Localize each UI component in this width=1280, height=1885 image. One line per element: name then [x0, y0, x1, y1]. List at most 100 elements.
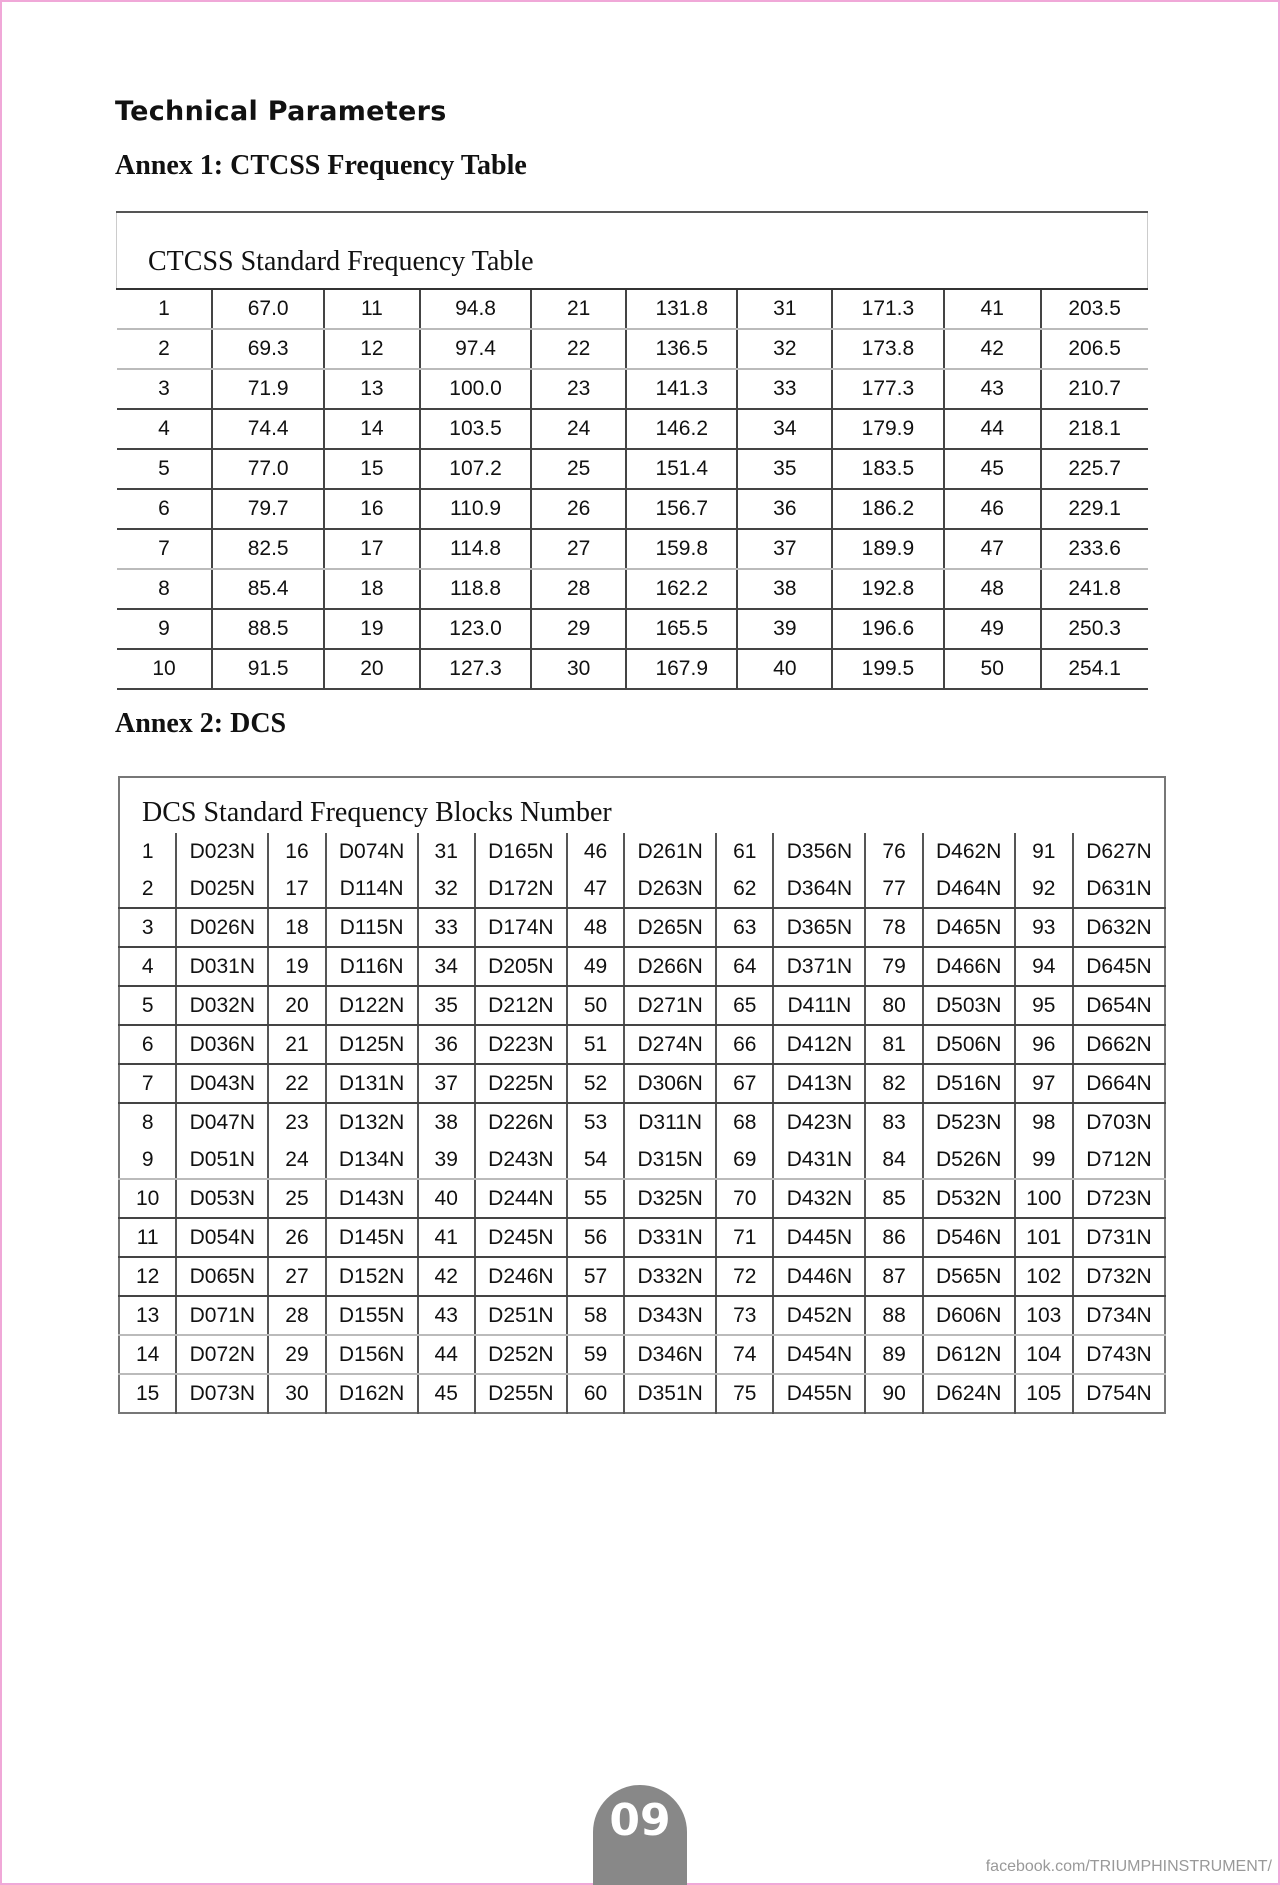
table-row: 10 91.5 20 127.3 30 167.9 40 199.5 50 254.1: [116, 649, 1148, 690]
dcs-number: 83: [865, 1103, 924, 1141]
channel-number: 3: [116, 369, 214, 410]
table-row: 14 D072N 29 D156N 44 D252N 59 D346N 74 D454N 89 D61…: [119, 1335, 1165, 1375]
dcs-code: D252N: [474, 1335, 568, 1375]
dcs-number: 47: [566, 870, 626, 909]
dcs-number: 29: [268, 1335, 327, 1375]
dcs-number: 48: [566, 908, 626, 948]
dcs-number: 22: [268, 1064, 327, 1104]
table-row: 7 82.5 17 114.8 27 159.8 37 189.9 47 233.6: [116, 529, 1148, 570]
dcs-number: 28: [268, 1296, 327, 1336]
dcs-code: D246N: [474, 1257, 568, 1297]
table-row: 2 D025N 17 D114N 32 D172N 47 D263N 62 D364N 77 D464…: [119, 870, 1165, 909]
channel-number: 35: [737, 449, 834, 490]
dcs-number: 6: [119, 1025, 178, 1065]
annex1-title: Annex 1: CTCSS Frequency Table: [115, 150, 527, 181]
ctcss-frequency: 173.8: [832, 329, 945, 370]
table-row: 4 D031N 19 D116N 34 D205N 49 D266N 64 D371N 79 D466…: [119, 947, 1165, 987]
dcs-number: 2: [119, 870, 178, 909]
channel-number: 21: [531, 289, 628, 330]
ctcss-frequency: 69.3: [212, 329, 325, 370]
channel-number: 50: [943, 649, 1042, 690]
dcs-number: 82: [865, 1064, 924, 1104]
dcs-number: 91: [1014, 833, 1074, 870]
dcs-number: 18: [268, 908, 327, 948]
dcs-number: 10: [119, 1179, 178, 1219]
channel-number: 30: [531, 649, 628, 690]
dcs-number: 44: [417, 1335, 476, 1375]
table-row: 6 79.7 16 110.9 26 156.7 36 186.2 46 229.1: [116, 489, 1148, 530]
dcs-code: D452N: [773, 1296, 867, 1336]
channel-number: 42: [943, 329, 1042, 370]
dcs-code: D731N: [1072, 1218, 1165, 1258]
channel-number: 8: [116, 569, 214, 610]
dcs-code: D506N: [922, 1025, 1016, 1065]
dcs-number: 51: [566, 1025, 626, 1065]
channel-number: 46: [943, 489, 1042, 530]
ctcss-frequency: 151.4: [626, 449, 739, 490]
dcs-number: 95: [1014, 986, 1074, 1026]
dcs-code: D325N: [624, 1179, 718, 1219]
dcs-code: D074N: [325, 833, 419, 870]
table-row: 5 77.0 15 107.2 25 151.4 35 183.5 45 225.7: [116, 449, 1148, 490]
dcs-number: 98: [1014, 1103, 1074, 1141]
channel-number: 15: [323, 449, 421, 490]
dcs-code: D712N: [1072, 1141, 1165, 1180]
dcs-number: 87: [865, 1257, 924, 1297]
dcs-table: DCS Standard Frequency Blocks Number 1 D0…: [118, 776, 1166, 1414]
dcs-number: 26: [268, 1218, 327, 1258]
table-row: 9 88.5 19 123.0 29 165.5 39 196.6 49 250.3: [116, 609, 1148, 650]
dcs-number: 12: [119, 1257, 178, 1297]
dcs-number: 94: [1014, 947, 1074, 987]
table-row: 4 74.4 14 103.5 24 146.2 34 179.9 44 218.1: [116, 409, 1148, 450]
annex2-title: Annex 2: DCS: [115, 708, 287, 739]
channel-number: 2: [116, 329, 214, 370]
dcs-code: D172N: [474, 870, 568, 909]
dcs-number: 35: [417, 986, 476, 1026]
dcs-code: D532N: [922, 1179, 1016, 1219]
dcs-code: D464N: [922, 870, 1016, 909]
dcs-number: 97: [1014, 1064, 1074, 1104]
dcs-code: D466N: [922, 947, 1016, 987]
dcs-code: D125N: [325, 1025, 419, 1065]
dcs-number: 41: [417, 1218, 476, 1258]
channel-number: 17: [323, 529, 421, 570]
channel-number: 31: [737, 289, 834, 330]
channel-number: 7: [116, 529, 214, 570]
dcs-number: 8: [119, 1103, 178, 1141]
channel-number: 9: [116, 609, 214, 650]
channel-number: 23: [531, 369, 628, 410]
dcs-code: D116N: [325, 947, 419, 987]
dcs-code: D265N: [624, 908, 718, 948]
table-row: 8 D047N 23 D132N 38 D226N 53 D311N 68 D423N 83 D523…: [119, 1103, 1165, 1141]
channel-number: 45: [943, 449, 1042, 490]
ctcss-frequency: 171.3: [832, 289, 945, 330]
dcs-code: D516N: [922, 1064, 1016, 1104]
dcs-code: D047N: [176, 1103, 270, 1141]
dcs-number: 85: [865, 1179, 924, 1219]
dcs-number: 80: [865, 986, 924, 1026]
dcs-number: 96: [1014, 1025, 1074, 1065]
dcs-table-caption: DCS Standard Frequency Blocks Number: [142, 797, 612, 828]
channel-number: 20: [323, 649, 421, 690]
dcs-number: 25: [268, 1179, 327, 1219]
dcs-code: D732N: [1072, 1257, 1165, 1297]
dcs-code: D654N: [1072, 986, 1165, 1026]
ctcss-frequency: 97.4: [419, 329, 533, 370]
dcs-code: D431N: [773, 1141, 867, 1180]
dcs-code: D454N: [773, 1335, 867, 1375]
dcs-number: 101: [1014, 1218, 1074, 1258]
dcs-number: 23: [268, 1103, 327, 1141]
dcs-code: D031N: [176, 947, 270, 987]
ctcss-frequency: 141.3: [626, 369, 739, 410]
ctcss-frequency: 159.8: [626, 529, 739, 570]
table-row: 11 D054N 26 D145N 41 D245N 56 D331N 71 D445N 86 D54…: [119, 1218, 1165, 1258]
section-heading: Technical Parameters: [115, 96, 447, 127]
dcs-code: D225N: [474, 1064, 568, 1104]
ctcss-frequency: 103.5: [419, 409, 533, 450]
ctcss-frequency: 162.2: [626, 569, 739, 610]
dcs-code: D526N: [922, 1141, 1016, 1180]
dcs-code: D311N: [624, 1103, 718, 1141]
ctcss-frequency: 91.5: [212, 649, 325, 690]
table-row: 5 D032N 20 D122N 35 D212N 50 D271N 65 D411N 80 D503…: [119, 986, 1165, 1026]
dcs-code: D115N: [325, 908, 419, 948]
